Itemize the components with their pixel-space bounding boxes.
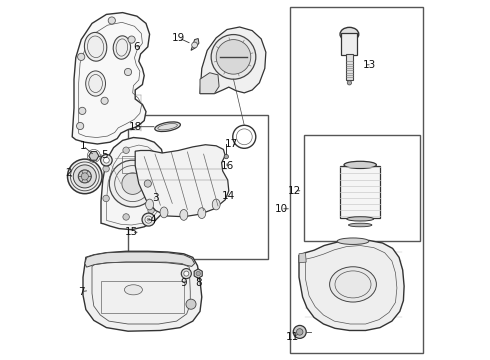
Polygon shape [72,13,149,144]
Ellipse shape [160,207,168,218]
Ellipse shape [124,285,143,295]
Circle shape [196,271,200,276]
Circle shape [144,180,151,187]
Circle shape [186,299,196,309]
Ellipse shape [347,217,374,221]
Text: 14: 14 [221,191,235,201]
Ellipse shape [146,199,153,210]
Circle shape [79,107,86,114]
Circle shape [124,68,132,76]
Text: 19: 19 [172,33,185,43]
Ellipse shape [348,223,372,227]
Circle shape [148,154,154,160]
Circle shape [128,36,135,43]
Ellipse shape [212,199,220,210]
Circle shape [109,160,156,207]
Circle shape [184,271,189,276]
Circle shape [224,154,228,159]
Circle shape [101,97,108,104]
Polygon shape [200,73,219,94]
Circle shape [296,329,303,335]
Circle shape [74,165,97,188]
Circle shape [159,180,166,187]
Bar [122,156,144,173]
Circle shape [211,35,256,79]
Circle shape [347,81,351,85]
Polygon shape [135,145,229,217]
Bar [342,33,357,55]
Text: 2: 2 [65,168,72,178]
Text: 18: 18 [128,122,142,132]
Circle shape [142,213,155,226]
Bar [101,281,184,313]
Circle shape [103,195,109,202]
Text: 17: 17 [225,139,238,149]
Text: 15: 15 [125,227,138,237]
Circle shape [78,170,91,183]
Polygon shape [194,269,202,278]
Text: 9: 9 [180,278,187,288]
Circle shape [181,269,192,279]
Polygon shape [200,27,266,94]
Circle shape [216,40,251,74]
Circle shape [145,216,152,223]
Text: 13: 13 [363,60,376,70]
Polygon shape [299,240,404,330]
Bar [128,115,269,259]
Circle shape [103,157,109,163]
Bar [346,54,353,80]
Ellipse shape [155,122,180,131]
Text: 12: 12 [288,186,301,196]
Bar [304,135,419,241]
Ellipse shape [340,27,359,41]
Ellipse shape [180,210,188,220]
Text: 4: 4 [150,215,156,225]
Polygon shape [101,138,166,230]
Text: 10: 10 [274,204,288,214]
Bar [341,166,380,218]
Text: 7: 7 [78,287,84,297]
Circle shape [76,122,84,130]
Ellipse shape [86,71,105,96]
Circle shape [147,218,150,221]
Ellipse shape [330,267,376,302]
Circle shape [100,154,112,166]
Text: 16: 16 [220,161,234,171]
Text: 3: 3 [152,193,158,203]
Polygon shape [191,39,199,50]
Circle shape [123,214,129,220]
Text: 6: 6 [134,42,140,52]
Polygon shape [83,251,202,331]
Polygon shape [89,152,99,160]
Circle shape [108,17,116,24]
Circle shape [122,173,144,194]
Circle shape [293,325,306,338]
Circle shape [192,42,197,48]
Text: 1: 1 [80,141,86,151]
Circle shape [81,173,88,180]
Text: 11: 11 [286,332,299,342]
Ellipse shape [198,208,206,219]
Text: 5: 5 [101,150,108,160]
Polygon shape [299,253,306,263]
Bar [290,7,423,353]
Ellipse shape [84,32,107,61]
Ellipse shape [337,238,369,244]
Circle shape [77,53,85,60]
Text: 8: 8 [195,278,201,288]
Circle shape [68,159,102,194]
Ellipse shape [113,36,130,59]
Circle shape [103,166,109,172]
Circle shape [148,207,154,213]
Ellipse shape [344,161,376,168]
Circle shape [123,147,129,153]
Polygon shape [85,252,195,267]
